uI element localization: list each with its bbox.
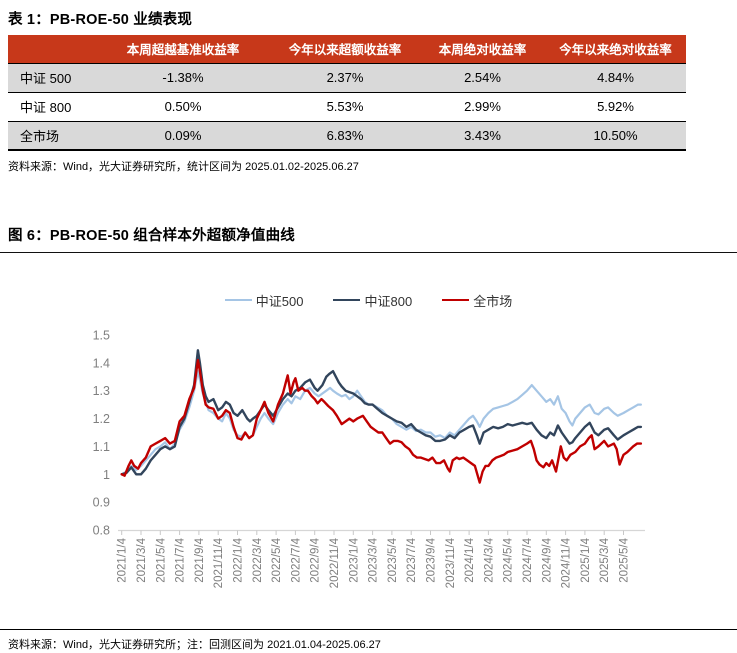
table-title: 表 1：PB-ROE-50 业绩表现 (8, 12, 193, 28)
table-cell: -1.38% (96, 63, 270, 93)
csi800-line-swatch (333, 299, 361, 301)
x-tick-label: 2021/9/4 (194, 537, 206, 582)
x-tick-label: 2021/11/4 (213, 537, 225, 588)
table-header-row: 本周超越基准收益率 今年以来超额收益率 本周绝对收益率 今年以来绝对收益率 (8, 35, 686, 64)
x-tick-label: 2021/3/4 (136, 537, 148, 582)
table-cell: 4.84% (545, 63, 686, 93)
y-tick-label: 0.8 (93, 524, 110, 538)
table-header-empty (8, 35, 96, 64)
x-tick-label: 2023/7/4 (406, 537, 418, 582)
row-label: 全市场 (8, 121, 96, 151)
table-header-col4: 今年以来绝对收益率 (545, 35, 686, 64)
x-tick-label: 2023/3/4 (368, 537, 380, 582)
x-tick-label: 2022/11/4 (329, 537, 341, 588)
y-tick-label: 1.2 (93, 412, 110, 426)
whole-market-line-swatch (442, 299, 470, 301)
x-tick-label: 2021/7/4 (175, 537, 187, 582)
figure-title: 图 6：PB-ROE-50 组合样本外超额净值曲线 (0, 224, 737, 253)
y-tick-label: 0.9 (93, 496, 110, 510)
table-cell: 2.99% (420, 92, 545, 122)
legend-item-whole-market: 全市场 (442, 291, 512, 310)
chart-legend: 中证500 中证800 全市场 (0, 291, 737, 309)
series-line-csi500 (120, 370, 643, 476)
legend-label: 中证800 (364, 293, 413, 309)
x-tick-label: 2022/9/4 (310, 537, 322, 582)
x-tick-label: 2024/3/4 (483, 537, 495, 582)
x-tick-label: 2022/3/4 (252, 537, 264, 582)
x-tick-label: 2021/1/4 (117, 537, 129, 582)
table-cell: 0.50% (96, 92, 270, 122)
x-tick-label: 2024/9/4 (541, 537, 553, 582)
table-cell: 0.09% (96, 121, 270, 151)
x-tick-label: 2023/1/4 (348, 537, 360, 582)
table-row: 全市场 0.09% 6.83% 3.43% 10.50% (8, 121, 686, 151)
x-tick-label: 2023/11/4 (445, 537, 457, 588)
footer-divider (0, 629, 737, 630)
table-cell: 2.37% (270, 63, 420, 93)
x-tick-label: 2024/1/4 (464, 537, 476, 582)
csi500-line-swatch (224, 299, 252, 301)
legend-label: 全市场 (473, 293, 513, 309)
y-tick-label: 1.3 (93, 384, 110, 398)
table-cell: 2.54% (420, 63, 545, 93)
x-tick-label: 2025/3/4 (599, 537, 611, 582)
x-tick-label: 2023/9/4 (426, 537, 438, 582)
table-cell: 10.50% (545, 121, 686, 151)
y-tick-label: 1.4 (93, 356, 110, 370)
y-tick-label: 1.5 (93, 329, 110, 343)
x-tick-label: 2022/7/4 (290, 537, 302, 582)
x-tick-label: 2022/5/4 (271, 537, 283, 582)
table-cell: 3.43% (420, 121, 545, 151)
table-header-col2: 今年以来超额收益率 (270, 35, 420, 64)
performance-table: 本周超越基准收益率 今年以来超额收益率 本周绝对收益率 今年以来绝对收益率 中证… (8, 35, 686, 151)
table-cell: 5.92% (545, 92, 686, 122)
row-label: 中证 500 (8, 63, 96, 93)
legend-label: 中证500 (255, 293, 304, 309)
x-tick-label: 2025/1/4 (580, 537, 592, 582)
x-tick-label: 2024/7/4 (522, 537, 534, 582)
table-cell: 5.53% (270, 92, 420, 122)
table-cell: 6.83% (270, 121, 420, 151)
y-tick-label: 1 (103, 468, 110, 482)
excess-netvalue-line-chart: 2021/1/4 2021/3/4 2021/5/4 2021/7/4 2021/9/4… (93, 329, 645, 588)
table-header-col3: 本周绝对收益率 (420, 35, 545, 64)
x-tick-label: 2025/5/4 (619, 537, 631, 582)
table-row: 中证 800 0.50% 5.53% 2.99% 5.92% (8, 92, 686, 122)
series-line-csi800 (120, 349, 643, 476)
x-tick-label: 2024/5/4 (503, 537, 515, 582)
table-header-col1: 本周超越基准收益率 (96, 35, 270, 64)
x-tick-label: 2023/5/4 (387, 537, 399, 582)
figure-source-note: 资料来源：Wind，光大证券研究所；注：回测区间为 2021.01.04-202… (8, 639, 381, 651)
legend-item-csi800: 中证800 (333, 291, 412, 310)
x-tick-label: 2022/1/4 (233, 537, 245, 582)
x-tick-label: 2024/11/4 (561, 537, 573, 588)
table-row: 中证 500 -1.38% 2.37% 2.54% 4.84% (8, 63, 686, 93)
y-tick-label: 1.1 (93, 440, 110, 454)
x-tick-label: 2021/5/4 (155, 537, 167, 582)
row-label: 中证 800 (8, 92, 96, 122)
table-source-note: 资料来源：Wind，光大证券研究所，统计区间为 2025.01.02-2025.… (8, 161, 359, 173)
series-line-whole-market (120, 358, 643, 484)
legend-item-csi500: 中证500 (224, 291, 304, 310)
